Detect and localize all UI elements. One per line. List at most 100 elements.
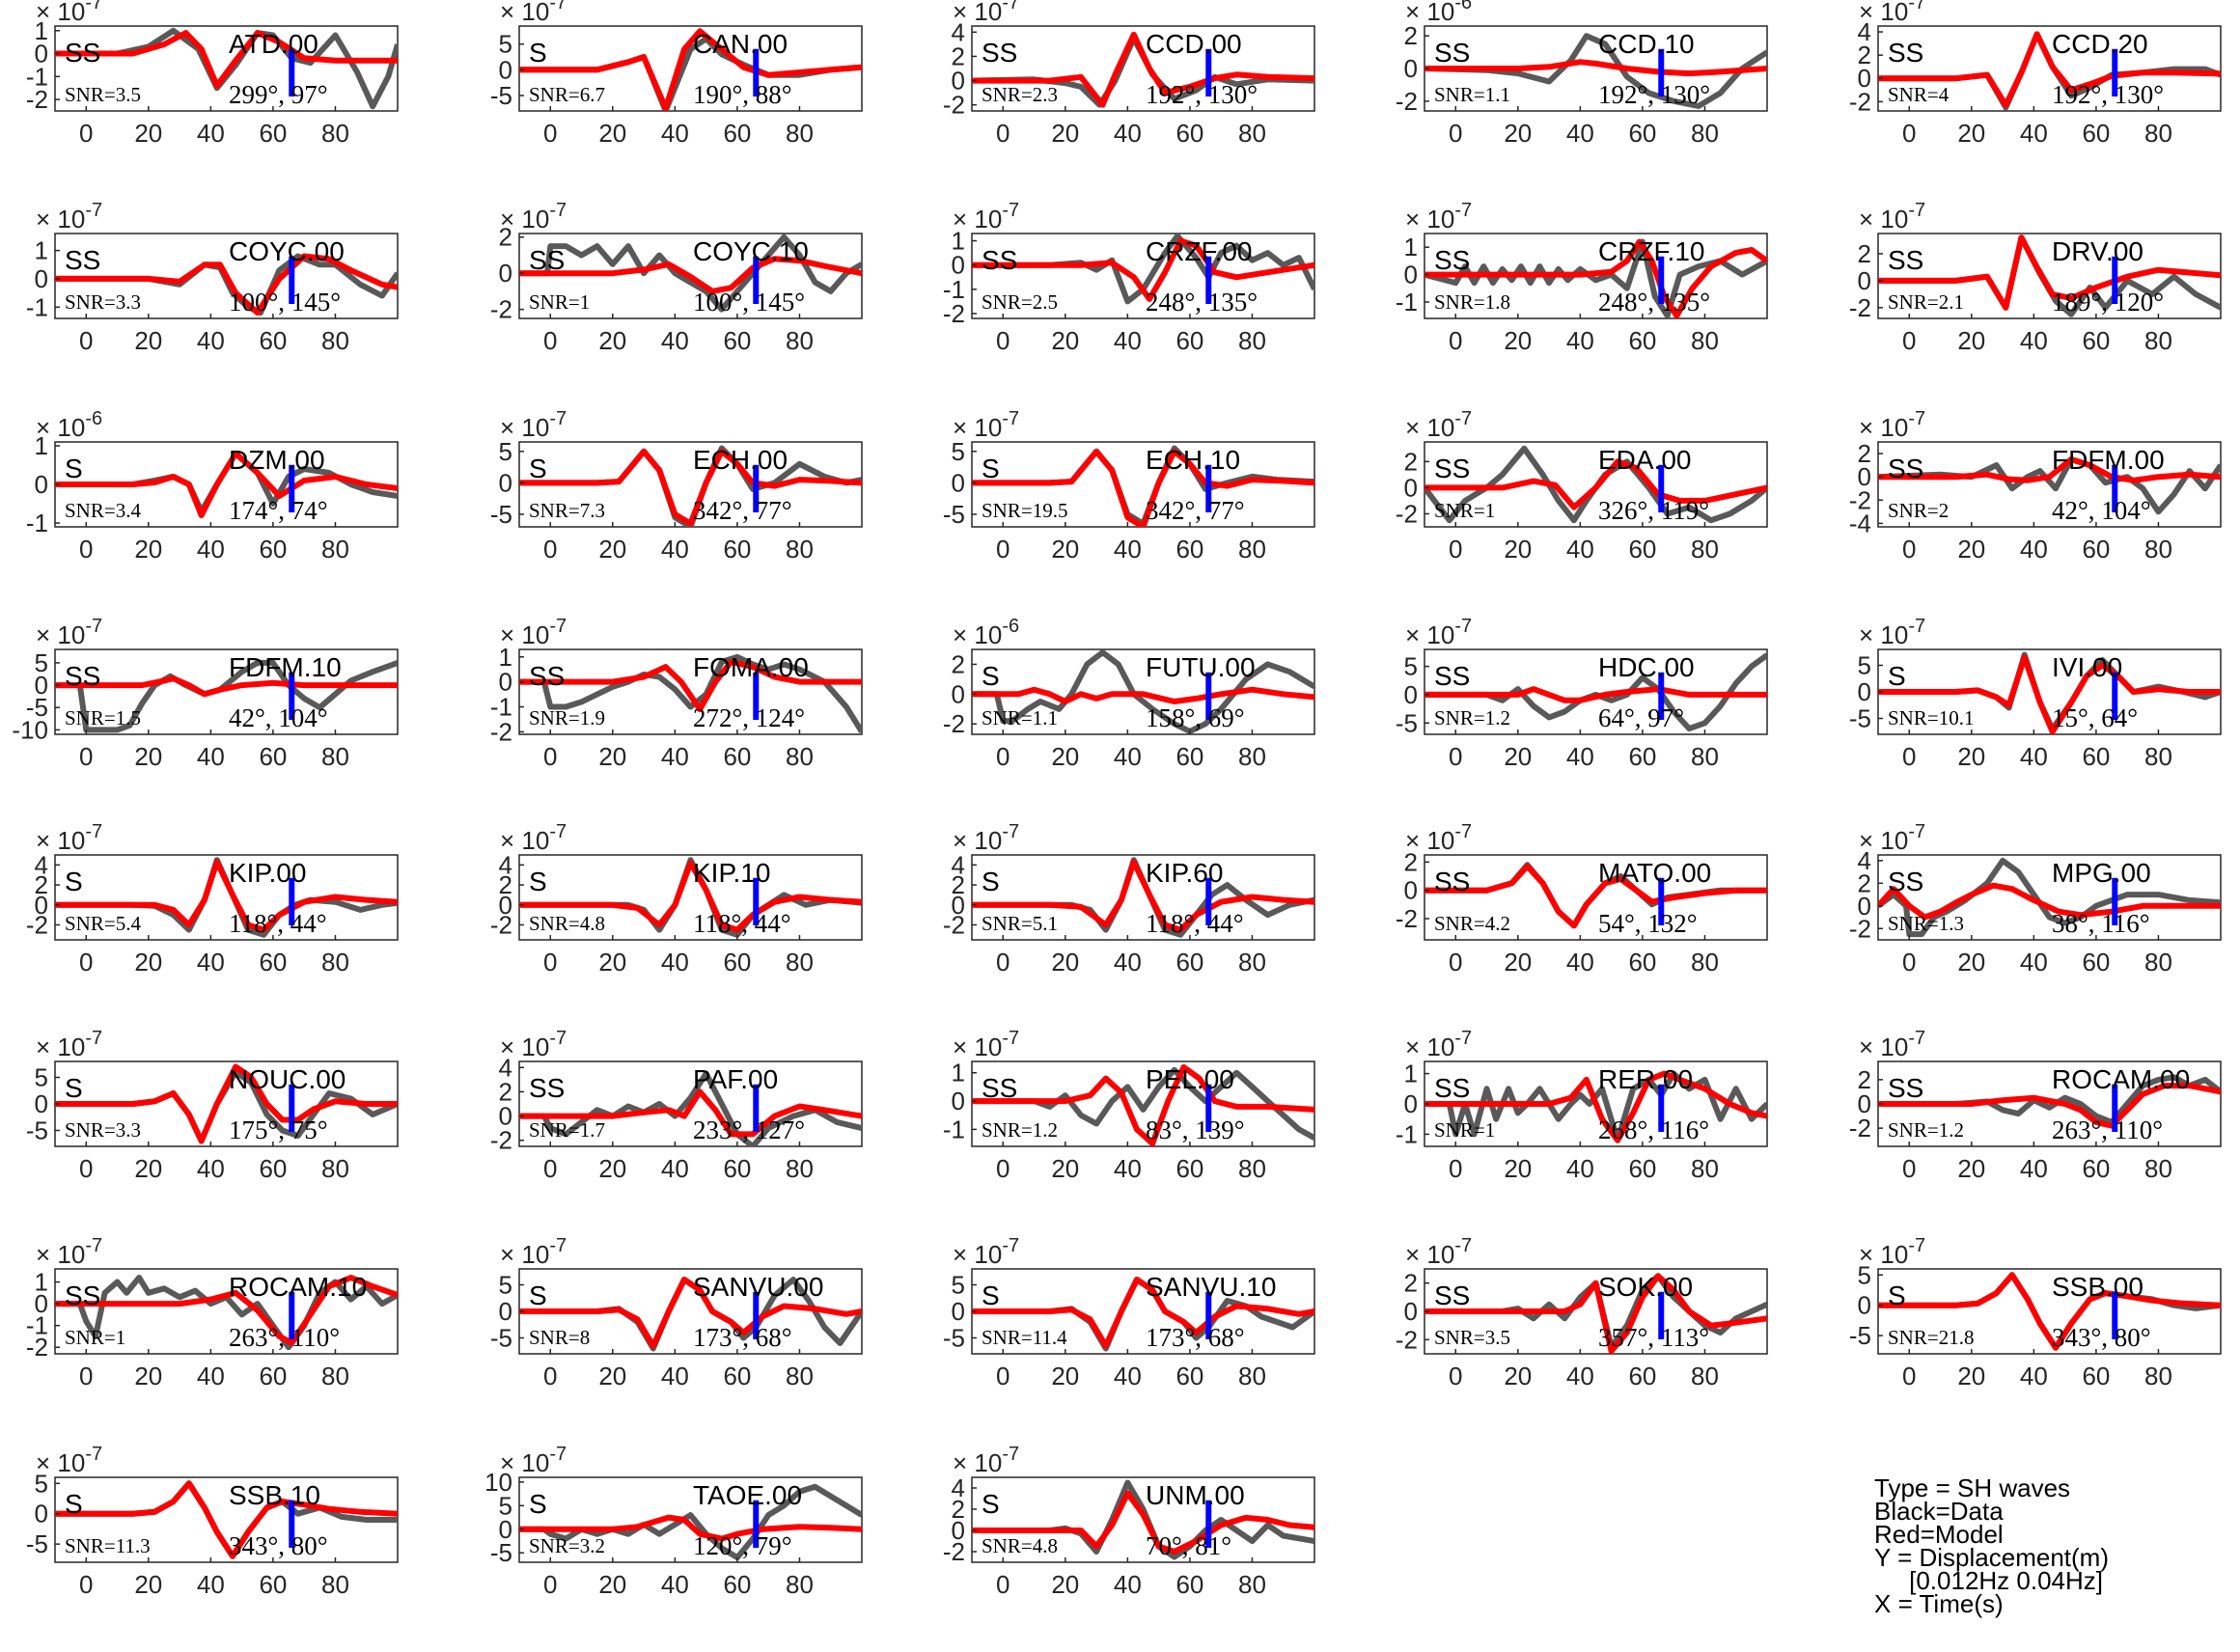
y-tick-label: 0: [1858, 677, 1871, 706]
model-trace: [1878, 234, 2221, 311]
data-trace: [519, 1070, 862, 1146]
x-tick-label: 80: [2144, 1362, 2172, 1390]
station-label: FDFM.00: [2052, 445, 2165, 475]
x-tick-label: 80: [2144, 742, 2172, 771]
station-label: CCD.20: [2052, 29, 2148, 59]
y-tick-label: 2: [952, 1495, 965, 1524]
y-tick-label: 0: [35, 40, 48, 69]
phase-label: S: [529, 1280, 547, 1310]
y-exponent-label: × 10-7: [1859, 408, 1925, 442]
y-exponent-label: × 10-7: [36, 1235, 102, 1269]
snr-label: SNR=1.3: [1888, 912, 1964, 935]
y-tick-label: 2: [499, 223, 512, 252]
y-tick-label: 0: [1404, 1089, 1418, 1118]
panel-dzm-00: 0 20 40 60 80 -1 0 1× 10-6 S DZM.00 SNR=3.4 174°, 7…: [26, 408, 399, 564]
x-tick-label: 60: [1175, 742, 1203, 771]
phase-label: SS: [1888, 1073, 1923, 1103]
x-tick-label: 60: [723, 1570, 751, 1599]
y-tick-label: -5: [1849, 1321, 1871, 1350]
x-tick-label: 40: [2020, 742, 2048, 771]
angles-label: 173°, 68°: [693, 1323, 792, 1352]
model-trace: [55, 859, 398, 933]
station-label: ECH.00: [693, 445, 788, 475]
y-tick-label: 0: [35, 891, 48, 920]
y-tick-label: 0: [952, 1087, 965, 1115]
y-tick-label: -2: [490, 910, 512, 939]
x-tick-label: 20: [1957, 742, 1985, 771]
x-tick-label: 60: [723, 1154, 751, 1183]
y-tick-label: -2: [943, 1537, 965, 1566]
y-exponent-label: × 10-7: [500, 408, 567, 442]
x-tick-label: 20: [1051, 326, 1079, 355]
x-tick-label: 20: [598, 742, 626, 771]
x-tick-label: 0: [996, 119, 1009, 148]
angles-label: 248°, 135°: [1146, 288, 1258, 317]
y-tick-label: -5: [490, 81, 512, 110]
x-tick-label: 20: [1504, 948, 1532, 977]
phase-label: S: [529, 867, 547, 896]
x-tick-label: 0: [543, 1154, 557, 1183]
angles-label: 233°, 127°: [693, 1115, 805, 1144]
y-tick-label: 2: [952, 649, 965, 678]
x-tick-label: 40: [661, 1362, 689, 1390]
legend-line-type: Type = SH waves: [1874, 1473, 2071, 1502]
y-tick-label: 5: [499, 30, 512, 59]
snr-label: SNR=1.1: [982, 706, 1058, 730]
x-tick-label: 0: [996, 1362, 1009, 1390]
angles-label: 118°, 44°: [1146, 909, 1244, 938]
x-tick-label: 40: [2020, 1154, 2048, 1183]
angles-label: 357°, 113°: [1598, 1323, 1709, 1352]
model-trace: [519, 1514, 862, 1542]
x-tick-label: 0: [1449, 1154, 1462, 1183]
model-trace: [1878, 654, 2221, 734]
x-tick-label: 80: [2144, 1154, 2172, 1183]
x-tick-label: 20: [134, 1570, 162, 1599]
x-tick-label: 0: [996, 535, 1009, 564]
y-tick-label: 1: [35, 16, 48, 45]
y-exponent-label: × 10-7: [1405, 1235, 1472, 1269]
model-trace: [519, 1088, 862, 1138]
x-tick-label: 80: [1238, 1362, 1266, 1390]
phase-label: SS: [1434, 1280, 1470, 1310]
x-tick-label: 20: [1504, 535, 1532, 564]
angles-label: 175°, 75°: [229, 1115, 328, 1144]
y-exponent-label: × 10-6: [953, 616, 1019, 649]
x-tick-label: 20: [1957, 535, 1985, 564]
snr-label: SNR=1: [1434, 499, 1495, 522]
y-tick-label: -2: [1396, 904, 1418, 933]
snr-label: SNR=19.5: [982, 499, 1067, 522]
x-tick-label: 20: [134, 948, 162, 977]
x-tick-label: 60: [259, 326, 287, 355]
y-tick-label: 0: [952, 1516, 965, 1545]
axes-box: [971, 25, 1315, 112]
phase-label: SS: [1434, 661, 1470, 691]
x-tick-label: 80: [321, 119, 349, 148]
phase-label: SS: [1888, 38, 1923, 68]
x-tick-label: 40: [197, 1570, 225, 1599]
model-trace: [519, 658, 862, 713]
x-tick-label: 20: [1051, 535, 1079, 564]
x-tick-label: 20: [598, 948, 626, 977]
phase-label: S: [982, 454, 1000, 483]
y-tick-label: 0: [1404, 1297, 1418, 1326]
x-tick-label: 0: [996, 1154, 1009, 1183]
station-label: ATD.00: [229, 29, 318, 59]
y-tick-label: -2: [1849, 1114, 1871, 1143]
angles-label: 15°, 64°: [2052, 703, 2138, 732]
x-tick-label: 60: [2082, 948, 2110, 977]
y-exponent-label: × 10-7: [36, 616, 102, 649]
x-tick-label: 60: [2082, 1362, 2110, 1390]
phase-label: S: [982, 661, 1000, 691]
station-label: SANVU.10: [1146, 1272, 1276, 1302]
y-tick-label: 0: [952, 891, 965, 920]
y-tick-label: 1: [35, 1268, 48, 1297]
x-tick-label: 20: [1957, 1362, 1985, 1390]
snr-label: SNR=1.1: [1434, 83, 1510, 106]
